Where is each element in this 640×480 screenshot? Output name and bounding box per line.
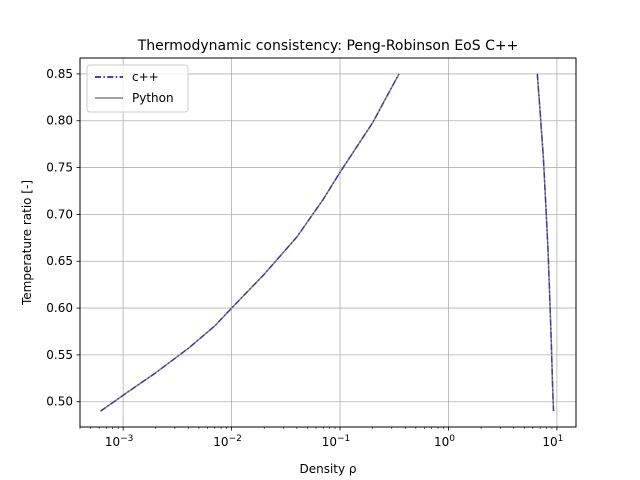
x-tick-label: 10−3	[105, 434, 134, 449]
x-axis-label: Density ρ	[299, 462, 356, 476]
x-tick-label: 10−2	[213, 434, 242, 449]
y-tick-label: 0.50	[46, 395, 73, 409]
plot-lines	[100, 73, 555, 412]
y-tick-label: 0.55	[46, 348, 73, 362]
y-tick-label: 0.80	[46, 114, 73, 128]
y-axis-label: Temperature ratio [-]	[20, 180, 34, 306]
legend-label: c++	[132, 70, 159, 84]
x-tick-label: 100	[434, 434, 455, 449]
y-tick-label: 0.85	[46, 67, 73, 81]
y-axis-ticks: 0.50 0.55 0.60 0.65 0.70 0.75 0.80 0.85	[46, 67, 80, 409]
x-tick-label: 101	[542, 434, 563, 449]
y-tick-label: 0.60	[46, 301, 73, 315]
y-tick-label: 0.65	[46, 254, 73, 268]
legend-label: Python	[132, 91, 174, 105]
legend: c++ Python	[86, 64, 189, 113]
series-line-python	[100, 73, 400, 412]
grid	[80, 58, 576, 427]
y-tick-label: 0.70	[46, 207, 73, 221]
x-axis-ticks: 10−3 10−2 10−1 100 101	[79, 427, 563, 449]
series-line-cpp	[536, 73, 555, 412]
x-tick-label: 10−1	[322, 434, 351, 449]
y-tick-label: 0.75	[46, 161, 73, 175]
chart-title: Thermodynamic consistency: Peng-Robinson…	[137, 38, 519, 54]
plot-frame	[79, 57, 577, 428]
